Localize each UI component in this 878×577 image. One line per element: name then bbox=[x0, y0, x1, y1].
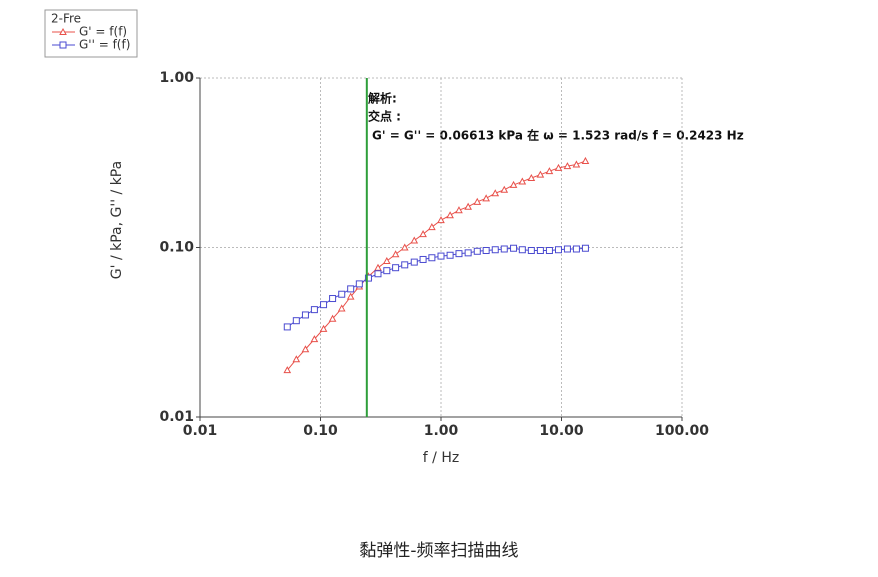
data-point bbox=[346, 292, 355, 300]
data-point bbox=[554, 246, 562, 254]
data-point bbox=[527, 173, 536, 182]
annotation: 交点 : bbox=[368, 109, 401, 124]
data-point bbox=[482, 194, 490, 202]
data-point bbox=[328, 314, 337, 322]
data-point bbox=[310, 335, 319, 343]
data-point bbox=[428, 254, 436, 262]
data-point bbox=[581, 156, 590, 164]
data-point bbox=[500, 245, 508, 253]
y-axis-title: G' / kPa, G'' / kPa bbox=[109, 161, 125, 279]
data-point bbox=[554, 163, 563, 171]
legend-label: G' = f(f) bbox=[79, 25, 127, 39]
data-point bbox=[518, 246, 526, 254]
data-point bbox=[310, 306, 318, 314]
data-point bbox=[428, 223, 436, 231]
y-tick-label: 1.00 bbox=[159, 70, 194, 86]
data-point bbox=[283, 366, 292, 374]
data-point bbox=[455, 250, 463, 258]
data-point bbox=[419, 230, 427, 238]
data-point bbox=[536, 247, 544, 255]
x-tick-label: 100.00 bbox=[655, 423, 709, 439]
data-point bbox=[437, 252, 445, 260]
data-point bbox=[292, 317, 300, 325]
data-point bbox=[374, 270, 382, 278]
data-point bbox=[301, 311, 309, 319]
data-point bbox=[473, 197, 482, 205]
data-point bbox=[347, 285, 355, 293]
x-tick-label: 1.00 bbox=[424, 423, 459, 439]
annotation: 解析: bbox=[368, 91, 397, 106]
legend-title: 2-Fre bbox=[51, 12, 81, 26]
data-point bbox=[491, 246, 499, 254]
data-point bbox=[545, 247, 553, 255]
data-point bbox=[301, 345, 310, 353]
x-tick-label: 0.01 bbox=[183, 423, 218, 439]
data-point bbox=[581, 244, 589, 252]
data-point bbox=[500, 185, 509, 193]
data-point bbox=[400, 243, 409, 251]
data-point bbox=[509, 180, 518, 188]
y-tick-label: 0.01 bbox=[159, 409, 194, 425]
data-point bbox=[319, 324, 328, 332]
data-point bbox=[401, 261, 409, 269]
data-point bbox=[563, 162, 572, 170]
data-point bbox=[355, 280, 363, 288]
data-point bbox=[59, 27, 67, 35]
data-point bbox=[437, 216, 445, 224]
data-point bbox=[364, 274, 372, 282]
x-axis-title: f / Hz bbox=[423, 450, 459, 466]
annotation: G' = G'' = 0.06613 kPa 在 ω = 1.523 rad/s… bbox=[372, 128, 744, 143]
data-point bbox=[446, 251, 454, 259]
series-line bbox=[286, 160, 586, 371]
series-line bbox=[286, 247, 586, 328]
data-point bbox=[283, 323, 291, 331]
data-point bbox=[382, 256, 391, 265]
data-point bbox=[419, 255, 427, 263]
data-point bbox=[545, 167, 554, 175]
data-point bbox=[338, 290, 346, 298]
y-tick-label: 0.10 bbox=[159, 240, 194, 256]
data-point bbox=[473, 247, 481, 255]
legend-label: G'' = f(f) bbox=[79, 38, 130, 52]
x-tick-label: 0.10 bbox=[303, 423, 338, 439]
data-point bbox=[329, 295, 337, 303]
data-point bbox=[446, 211, 454, 219]
data-point bbox=[491, 189, 500, 197]
data-point bbox=[292, 355, 301, 363]
data-point bbox=[464, 202, 472, 210]
data-point bbox=[563, 245, 571, 253]
data-point bbox=[410, 236, 419, 244]
data-point bbox=[337, 304, 346, 312]
data-point bbox=[391, 250, 400, 258]
data-point bbox=[482, 247, 490, 255]
data-point bbox=[536, 170, 545, 178]
data-point bbox=[392, 264, 400, 272]
data-point bbox=[527, 247, 535, 255]
caption: 黏弹性-频率扫描曲线 bbox=[359, 541, 518, 561]
data-point bbox=[320, 301, 328, 309]
data-point bbox=[410, 258, 418, 266]
x-tick-label: 10.00 bbox=[539, 423, 584, 439]
data-point bbox=[464, 249, 472, 257]
data-point bbox=[383, 267, 391, 275]
data-point bbox=[455, 206, 463, 214]
data-point bbox=[572, 160, 581, 168]
data-point bbox=[59, 41, 67, 49]
data-point bbox=[572, 245, 580, 253]
data-point bbox=[510, 244, 518, 252]
data-point bbox=[518, 177, 527, 185]
